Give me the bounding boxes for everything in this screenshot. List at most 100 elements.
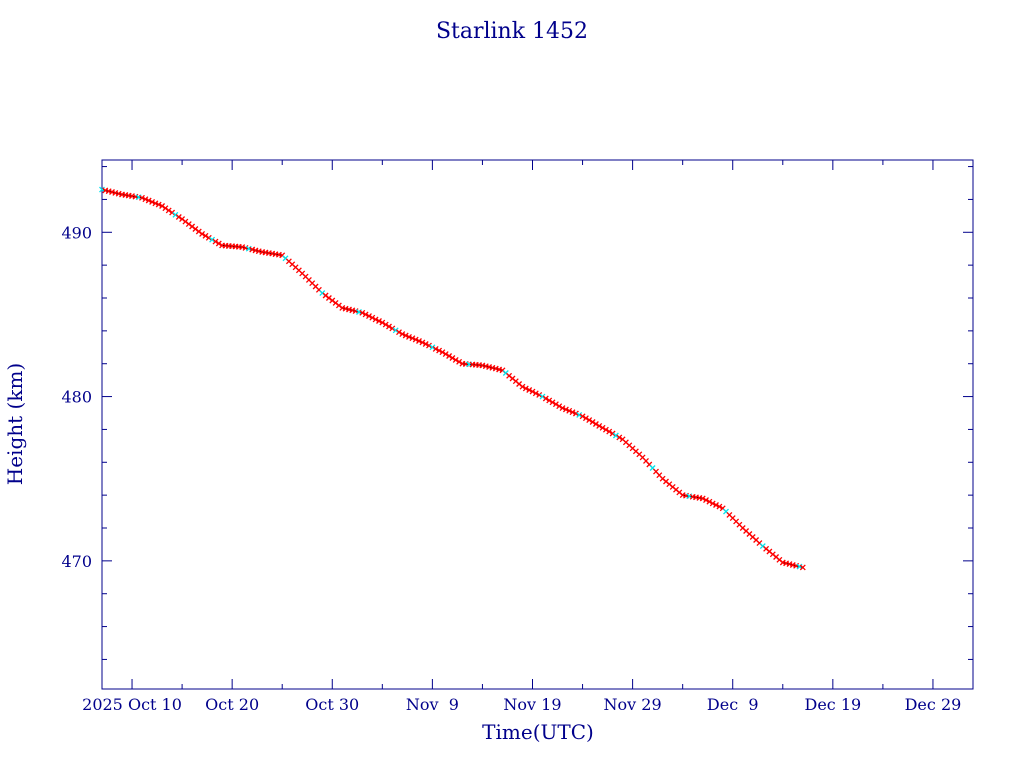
data-point-stroke [436,347,443,354]
data-point [422,341,429,347]
data-point [419,339,426,346]
data-point-stroke [653,468,659,475]
data-point-stroke [302,273,309,280]
data-point [526,387,533,393]
data-point-stroke [392,327,399,334]
data-point-stroke [562,406,569,413]
data-point-stroke [205,234,212,241]
data-point-stroke [215,240,222,247]
data-point-stroke [282,255,289,262]
data-point-stroke [332,299,339,306]
data-point-stroke [512,378,519,385]
data-point-stroke [739,525,746,531]
data-point-stroke [639,454,646,461]
data-point [592,421,599,427]
data-point-stroke [315,286,322,293]
data-point [562,406,569,413]
data-point-stroke [329,297,336,304]
data-point-stroke [442,351,449,358]
y-tick-labels: 470 480 490 [61,223,92,571]
data-point [142,196,149,203]
data-point-stroke [175,214,182,220]
data-point-stroke [502,370,509,376]
data-point [205,234,212,241]
data-point-stroke [766,548,773,555]
data-point [376,318,382,324]
data-point-stroke [522,385,529,392]
data-point-stroke [622,439,629,446]
data-point-stroke [572,410,579,417]
data-point-stroke [609,430,616,437]
y-tick-label: 490 [61,223,92,242]
data-point-stroke [305,276,312,283]
data-point [165,207,172,214]
data-point [519,383,526,390]
data-point-stroke [799,564,806,571]
data-point-stroke [733,518,740,525]
data-point-stroke [669,483,676,490]
x-tick-labels: 2025 Oct 10 Oct 20 Oct 30 Nov 9 Nov 19 Nov 29… [82,695,961,714]
data-point-stroke [292,264,299,271]
data-point-stroke [362,311,369,318]
data-point [612,432,619,439]
data-point [212,238,219,245]
data-point-stroke [506,372,513,379]
data-point-stroke [589,419,596,425]
data-point-stroke [756,540,763,547]
data-point-stroke [649,465,656,471]
data-point [446,353,453,359]
data-point-stroke [195,228,202,235]
data-point-stroke [162,205,169,212]
data-point-stroke [736,521,743,528]
data-point-stroke [185,221,192,228]
data-point-stroke [366,313,372,320]
data-point-stroke [776,556,783,563]
x-tick-label: Dec 19 [804,695,861,714]
data-point-stroke [769,551,776,558]
data-point-stroke [626,442,633,449]
data-point-stroke [729,515,736,522]
data-point [709,500,716,507]
data-point [442,351,449,358]
plot-frame [101,159,974,690]
data-point-stroke [529,388,536,395]
data-point-stroke [596,422,603,429]
data-point-stroke [369,314,376,321]
data-point-stroke [646,461,653,468]
data-point [139,194,145,201]
data-point [416,338,422,344]
data-point-stroke [519,383,526,390]
x-tick-label: Nov 9 [406,695,459,714]
data-point-stroke [416,338,422,344]
data-point [386,323,392,330]
data-point-stroke [419,339,426,346]
data-point-stroke [312,283,319,290]
data-point-stroke [399,331,406,338]
data-point-stroke [319,290,326,297]
data-point [546,397,553,404]
data-point-stroke [559,405,566,412]
data-point-stroke [706,498,713,505]
data-point-stroke [773,554,780,560]
data-point-stroke [109,189,115,195]
data-point [716,503,723,510]
data-point [202,232,209,239]
data-point [199,230,206,237]
data-point [713,502,719,508]
data-point-stroke [516,381,523,387]
data-point-stroke [549,399,556,406]
data-point-stroke [763,545,770,552]
data-point-stroke [673,486,679,493]
data-point [145,197,152,204]
data-point [699,495,706,502]
data-point [429,344,436,351]
data-point [579,413,586,420]
data-point-stroke [396,329,402,336]
data-point-stroke [492,365,499,372]
data-point [426,342,432,349]
data-point-stroke [786,561,793,568]
data-point-stroke [709,500,716,507]
data-point-stroke [499,367,506,374]
data-point-stroke [249,246,256,253]
